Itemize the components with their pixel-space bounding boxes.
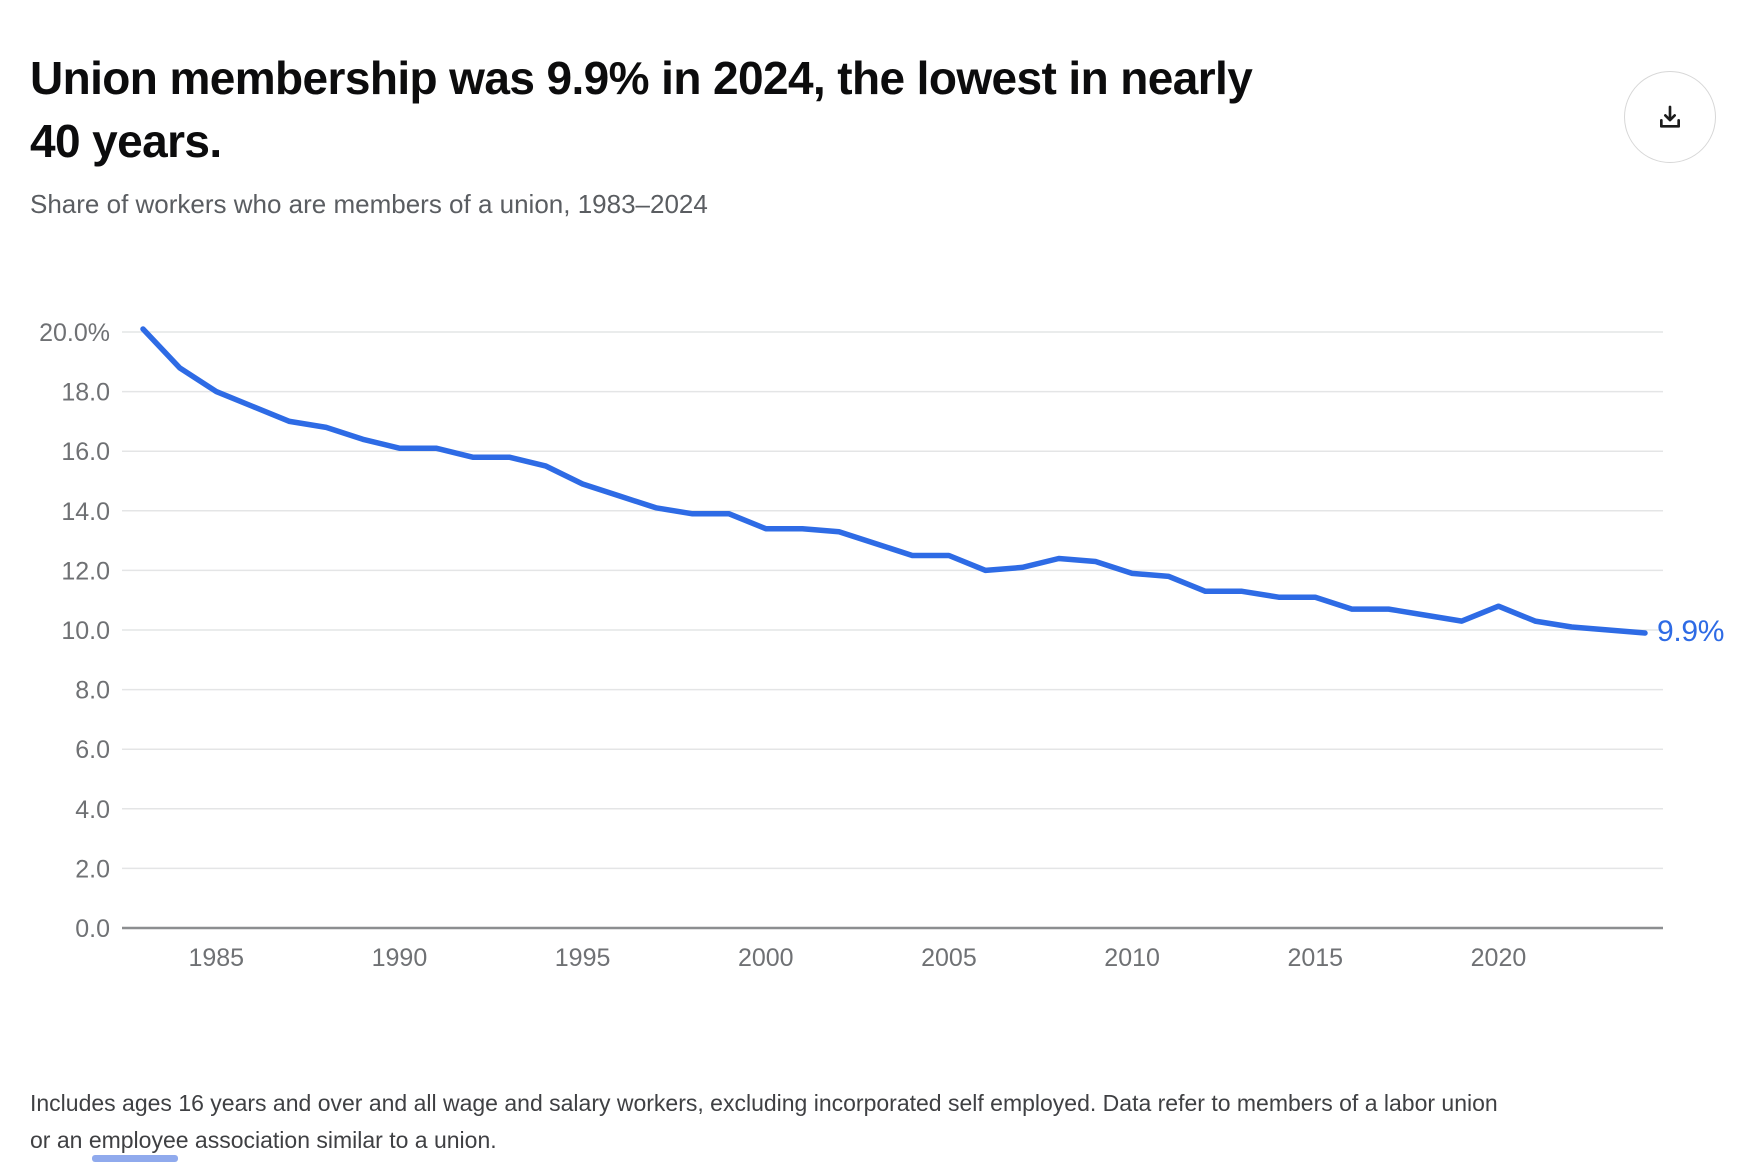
y-axis-label: 14.0 [61, 498, 110, 526]
x-axis-label: 1995 [555, 944, 611, 972]
x-axis-label: 2000 [738, 944, 794, 972]
y-axis-label: 4.0 [75, 796, 110, 824]
chart-footnote: Includes ages 16 years and over and all … [30, 1090, 1498, 1153]
y-axis-label: 16.0 [61, 438, 110, 466]
y-axis-label: 8.0 [75, 677, 110, 705]
download-icon [1654, 101, 1686, 133]
y-axis-label: 12.0 [61, 557, 110, 585]
x-axis-label: 2015 [1287, 944, 1343, 972]
union-membership-line-series [140, 326, 1648, 636]
x-axis-label: 1985 [188, 944, 244, 972]
x-axis-label: 2020 [1471, 944, 1527, 972]
x-axis-label: 1990 [372, 944, 428, 972]
y-axis-label: 10.0 [61, 617, 110, 645]
download-button[interactable] [1624, 71, 1716, 163]
x-axis-label: 2010 [1104, 944, 1160, 972]
series-end-value-label: 9.9% [1657, 615, 1725, 648]
y-axis-label: 18.0 [61, 379, 110, 407]
y-axis-label: 6.0 [75, 736, 110, 764]
y-axis-label: 20.0% [39, 319, 110, 347]
x-axis-label: 2005 [921, 944, 977, 972]
y-axis-label: 0.0 [75, 915, 110, 943]
page-title: Union membership was 9.9% in 2024, the l… [30, 51, 1253, 167]
y-axis-label: 2.0 [75, 855, 110, 883]
bottom-cutoff-bar [92, 1155, 178, 1162]
chart-subtitle: Share of workers who are members of a un… [30, 189, 708, 219]
